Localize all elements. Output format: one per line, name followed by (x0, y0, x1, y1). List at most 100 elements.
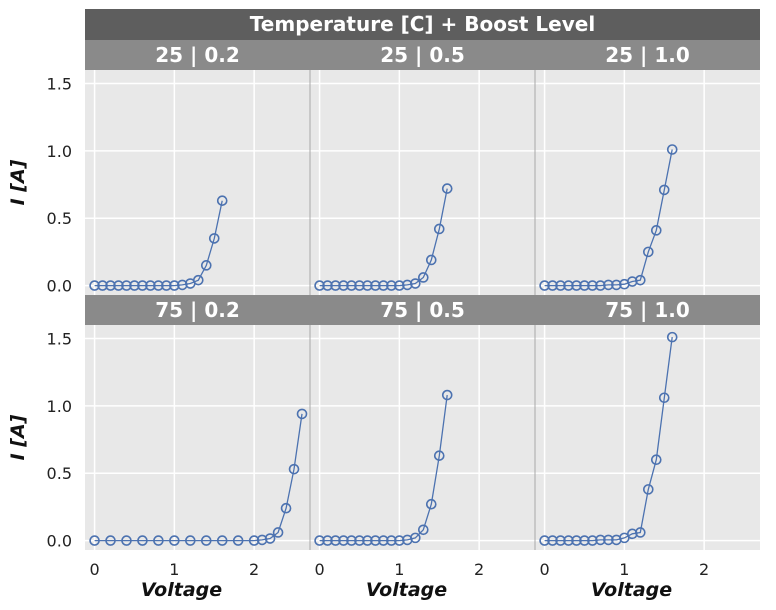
y-tick-label: 1.5 (47, 74, 72, 93)
data-point (579, 535, 590, 546)
data-point (650, 454, 662, 466)
data-point (433, 450, 445, 461)
series-line (319, 188, 448, 287)
data-point (330, 535, 341, 546)
data-point (354, 535, 365, 546)
y-tick-label: 1.0 (47, 142, 72, 161)
data-point (89, 535, 100, 546)
x-axis-label: Voltage (141, 579, 222, 601)
data-point (394, 280, 405, 291)
data-point (547, 535, 558, 546)
data-point (627, 276, 638, 287)
x-tick-label: 1 (619, 560, 629, 579)
x-tick-label: 0 (89, 560, 99, 579)
x-tick-label: 1 (394, 560, 404, 579)
data-point (322, 280, 333, 291)
data-point (635, 274, 646, 286)
x-tick-label: 2 (249, 560, 259, 579)
data-point (272, 527, 284, 538)
data-point (314, 535, 325, 546)
data-point (595, 280, 606, 291)
data-point (619, 532, 630, 544)
data-point (386, 535, 397, 546)
facet-label: 75 | 0.2 (155, 298, 240, 322)
data-point (330, 280, 341, 291)
y-tick-label: 0.0 (47, 277, 72, 296)
data-point (603, 534, 614, 546)
facet-strip (85, 40, 310, 70)
facet-label: 25 | 0.2 (155, 43, 240, 67)
data-point (153, 535, 164, 546)
plot-background (535, 70, 760, 295)
data-point (595, 534, 606, 546)
facet-label: 75 | 0.5 (380, 298, 465, 322)
data-point (314, 280, 325, 291)
data-point (571, 280, 582, 291)
data-point (288, 463, 300, 475)
data-point (105, 535, 116, 546)
axis-labels: Voltage Voltage Voltage I [A] I [A] (7, 159, 672, 601)
data-point (441, 389, 453, 401)
data-point (200, 260, 212, 271)
x-axis-label: Voltage (591, 579, 672, 601)
facet-strip (535, 295, 760, 325)
x-axis-label: Voltage (366, 579, 447, 601)
facet-panels: 25 | 0.2 0.0 0.5 1.0 1.5 25 | 0.5 25 | 1.0 75 |… (47, 40, 760, 579)
series-line (544, 149, 673, 287)
data-point (169, 535, 180, 546)
y-axis-label: I [A] (7, 159, 29, 205)
data-point (113, 280, 124, 291)
data-point (370, 280, 381, 291)
y-tick-label: 0.5 (47, 209, 72, 228)
data-point (338, 280, 349, 291)
chart-title: Temperature [C] + Boost Level (250, 12, 595, 36)
data-point (216, 535, 228, 546)
data-point (666, 144, 678, 155)
y-tick-label: 1.5 (47, 329, 72, 348)
data-point (539, 535, 550, 546)
data-point (402, 279, 413, 291)
data-point (169, 280, 180, 291)
data-point (425, 254, 437, 266)
facet-panel: 25 | 0.2 0.0 0.5 1.0 1.5 (47, 40, 310, 296)
data-point (441, 183, 453, 194)
data-point (587, 535, 598, 546)
x-tick-label: 0 (314, 560, 324, 579)
data-point (97, 280, 108, 291)
data-point (378, 280, 389, 291)
data-point (433, 223, 445, 235)
data-point (177, 279, 188, 291)
data-point (555, 535, 566, 546)
data-point (338, 535, 349, 546)
data-point (539, 280, 550, 291)
series-line (319, 395, 448, 542)
data-point (410, 532, 421, 544)
data-point (354, 280, 365, 291)
data-point (216, 195, 228, 206)
data-point (362, 535, 373, 546)
data-point (105, 280, 116, 291)
data-point (603, 279, 614, 291)
facet-strip (310, 40, 535, 70)
x-tick-label: 1 (169, 560, 179, 579)
x-tick-label: 2 (474, 560, 484, 579)
data-point (362, 280, 373, 291)
data-point (370, 535, 381, 546)
title-strip (85, 9, 760, 40)
x-tick-label: 2 (699, 560, 709, 579)
plot-background (85, 70, 310, 295)
data-point (200, 535, 212, 546)
data-point (256, 534, 268, 546)
plot-background (310, 70, 535, 295)
data-point (296, 408, 308, 420)
data-point (378, 535, 389, 546)
facet-panel: 75 | 0.5 0 1 2 (309, 295, 535, 579)
data-point (579, 280, 590, 291)
data-point (666, 331, 678, 343)
data-point (642, 246, 654, 258)
facet-label: 25 | 0.5 (380, 43, 465, 67)
data-point (232, 535, 244, 546)
data-point (129, 280, 140, 291)
data-point (417, 272, 429, 283)
